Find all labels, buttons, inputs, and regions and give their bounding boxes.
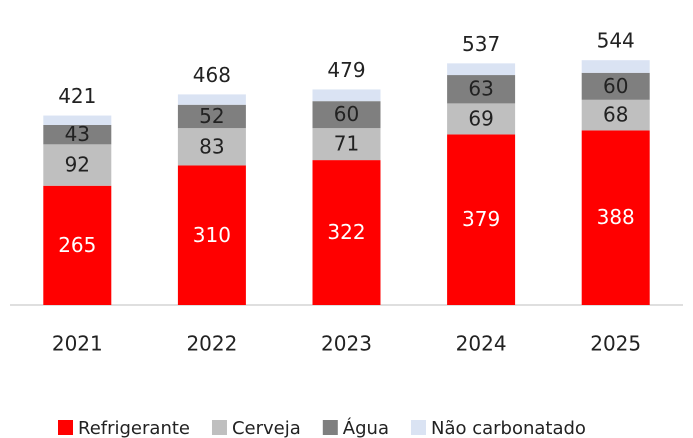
bar-segment xyxy=(447,63,516,76)
data-label: 388 xyxy=(597,205,635,229)
bar-segment xyxy=(177,94,246,105)
x-tick-label: 2023 xyxy=(321,332,372,356)
bar-segment xyxy=(312,101,381,129)
x-tick-label: 2021 xyxy=(52,332,103,356)
legend-swatch xyxy=(58,420,73,435)
data-label: 92 xyxy=(65,153,90,177)
x-tick-label: 2025 xyxy=(590,332,641,356)
data-label: 60 xyxy=(334,102,359,126)
bar-segment xyxy=(177,128,246,166)
data-label: 310 xyxy=(193,223,231,247)
total-label: 544 xyxy=(597,29,635,53)
bar-segment xyxy=(43,125,112,145)
legend-label: Cerveja xyxy=(232,418,301,438)
legend-label: Refrigerante xyxy=(78,418,190,438)
bar-segment xyxy=(312,160,381,305)
total-label: 537 xyxy=(462,32,500,56)
total-label: 421 xyxy=(58,84,96,108)
bar-segment xyxy=(581,99,650,131)
data-label: 379 xyxy=(462,207,500,231)
data-label: 60 xyxy=(603,74,628,98)
data-label: 43 xyxy=(65,122,90,146)
bar-segment xyxy=(447,134,516,305)
data-label: 265 xyxy=(58,233,96,257)
legend-swatch xyxy=(322,420,338,435)
data-label: 68 xyxy=(603,103,628,127)
data-label: 52 xyxy=(199,104,224,128)
bar-segment xyxy=(43,185,112,305)
bar-segment xyxy=(447,103,516,135)
legend-label: Água xyxy=(343,417,389,438)
legend-label: Não carbonatado xyxy=(431,418,586,438)
bar-segment xyxy=(312,89,381,102)
x-tick-label: 2022 xyxy=(186,332,237,356)
data-label: 83 xyxy=(199,134,224,158)
bar-segment xyxy=(581,130,650,305)
legend-swatch xyxy=(410,420,426,435)
bar-segment xyxy=(177,104,246,129)
total-label: 468 xyxy=(193,63,231,87)
bar-segment xyxy=(312,128,381,161)
data-label: 69 xyxy=(468,106,493,130)
bar-segment xyxy=(581,60,650,73)
legend-swatch xyxy=(211,420,227,435)
data-label: 63 xyxy=(468,77,493,101)
bar-segment xyxy=(43,115,112,125)
bar-segment xyxy=(43,144,112,186)
x-tick-label: 2024 xyxy=(456,332,507,356)
total-label: 479 xyxy=(327,58,365,82)
bar-segment xyxy=(581,72,650,100)
bar-segment xyxy=(447,75,516,104)
bar-segment xyxy=(177,165,246,305)
data-label: 322 xyxy=(327,220,365,244)
data-label: 71 xyxy=(334,132,359,156)
